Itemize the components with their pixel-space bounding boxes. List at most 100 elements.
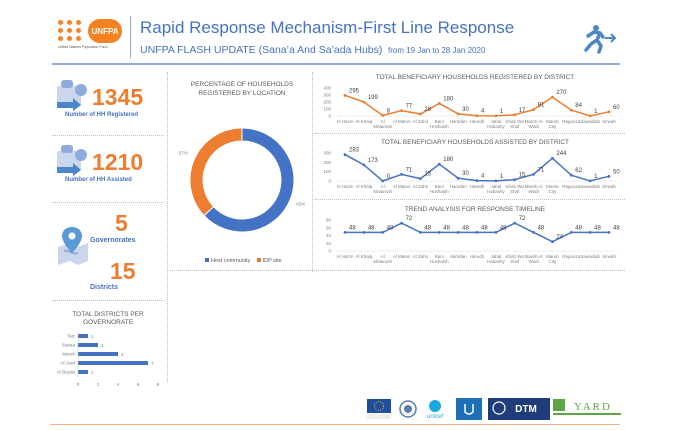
x-tick-label: Haredh bbox=[470, 119, 485, 124]
data-label: 71 bbox=[538, 167, 545, 173]
legend-item-idp: IDP site bbox=[256, 258, 282, 264]
x-tick-label: Shaf bbox=[510, 259, 520, 264]
donut-chart-title: PERCENTAGE OF HOUSEHOLDS REGISTERED BY L… bbox=[190, 81, 294, 97]
hh-assisted-label: Number of HH Assisted bbox=[65, 177, 132, 183]
x-tick-label: Bani bbox=[435, 119, 444, 124]
x-tick-label: Haredh bbox=[470, 184, 485, 189]
data-label: 48 bbox=[387, 225, 394, 231]
page-subtitle: UNFPA FLASH UPDATE (Sana’a And Sa’ada Hu… bbox=[140, 44, 383, 56]
assisted-chart-title: TOTAL BENEFICIARY HOUSEHOLDS ASSISTED BY… bbox=[380, 139, 570, 146]
y-tick-label: 100 bbox=[323, 107, 331, 112]
data-point bbox=[381, 179, 385, 183]
x-tick-label: 6 bbox=[137, 382, 140, 387]
data-point bbox=[400, 221, 403, 225]
data-point bbox=[381, 231, 385, 234]
x-tick-label: Al Hazm bbox=[336, 119, 353, 124]
header-divider bbox=[130, 16, 131, 58]
data-label: 173 bbox=[368, 158, 379, 164]
x-tick-label: Bani bbox=[435, 184, 444, 189]
divider bbox=[52, 135, 164, 136]
districts-per-governorate-title: TOTAL DISTRICTS PER GOVERNORATE bbox=[72, 311, 144, 326]
svg-text:unicef: unicef bbox=[427, 414, 443, 420]
data-label: 48 bbox=[424, 225, 431, 231]
x-tick-label: Sirwah bbox=[602, 254, 616, 259]
unicef-logo: unicef bbox=[427, 400, 443, 420]
data-label: 30 bbox=[462, 107, 469, 113]
x-tick-label: Al Zahir bbox=[413, 254, 429, 259]
header-rule bbox=[52, 63, 620, 65]
data-label: 77 bbox=[406, 104, 413, 110]
bar bbox=[78, 334, 88, 338]
bar-category-label: Al Beyda bbox=[57, 370, 76, 375]
data-point bbox=[343, 153, 347, 156]
data-label: 180 bbox=[443, 157, 454, 163]
data-point bbox=[588, 179, 592, 183]
x-tick-label: Khab Wa bbox=[506, 184, 525, 189]
data-label: 1 bbox=[500, 174, 504, 180]
x-tick-label: Al Maton bbox=[393, 254, 411, 259]
data-label: 48 bbox=[538, 225, 545, 231]
x-tick-label: Wadi bbox=[529, 189, 539, 194]
x-tick-label: Habashy bbox=[487, 124, 506, 129]
y-tick-label: 200 bbox=[323, 160, 331, 165]
x-tick-label: Sirwah bbox=[602, 184, 616, 189]
data-label: 4 bbox=[481, 109, 485, 115]
data-label: 48 bbox=[594, 225, 601, 231]
bar-value-label: 7 bbox=[151, 361, 154, 366]
data-point bbox=[381, 114, 385, 117]
data-label: 50 bbox=[613, 169, 620, 175]
data-point bbox=[588, 114, 592, 118]
data-point bbox=[494, 179, 498, 183]
data-label: 1 bbox=[500, 109, 504, 115]
svg-text:YARD: YARD bbox=[574, 401, 612, 413]
hh-registered-label: Number of HH Registered bbox=[65, 112, 139, 118]
x-tick-label: City bbox=[549, 189, 557, 194]
divider bbox=[170, 270, 625, 271]
bar-value-label: 2 bbox=[101, 343, 104, 348]
data-point bbox=[419, 112, 422, 116]
data-label: 30 bbox=[462, 171, 469, 177]
x-tick-label: Al Khalq bbox=[355, 184, 372, 189]
data-label: 48 bbox=[349, 225, 356, 231]
divider bbox=[52, 202, 164, 203]
data-label: 48 bbox=[575, 225, 582, 231]
data-point bbox=[569, 108, 573, 112]
data-label: 199 bbox=[368, 95, 379, 101]
divider bbox=[315, 133, 625, 134]
data-point bbox=[475, 179, 479, 183]
data-label: 72 bbox=[406, 216, 413, 222]
data-point bbox=[532, 108, 535, 112]
bar-category-label: Sanaa bbox=[62, 343, 76, 348]
x-tick-label: City bbox=[549, 259, 557, 264]
data-point bbox=[456, 231, 460, 234]
x-tick-label: 2 bbox=[97, 382, 100, 387]
x-tick-label: Khab Wa bbox=[506, 119, 525, 124]
x-tick-label: Shaf bbox=[510, 189, 520, 194]
bar-value-label: 4 bbox=[121, 352, 124, 357]
data-label: 24 bbox=[556, 235, 563, 241]
data-point bbox=[400, 109, 403, 113]
data-label: 295 bbox=[349, 88, 360, 94]
data-label: 25 bbox=[424, 172, 431, 178]
hh-registered-value: 1345 bbox=[92, 84, 144, 110]
donut-slice bbox=[189, 127, 243, 217]
x-tick-label: Jabal bbox=[490, 254, 501, 259]
y-tick-label: 0 bbox=[328, 179, 331, 184]
unfpa-logo-caption: United Nations Population Fund bbox=[58, 45, 108, 49]
bar bbox=[78, 352, 118, 356]
y-tick-label: 40 bbox=[326, 233, 332, 238]
data-point bbox=[569, 173, 573, 177]
data-point bbox=[513, 178, 517, 181]
data-point bbox=[419, 177, 422, 181]
data-point bbox=[362, 100, 366, 104]
data-label: 17 bbox=[519, 108, 526, 114]
x-tick-label: Sawadiah bbox=[580, 254, 600, 259]
bar bbox=[78, 370, 88, 374]
data-point bbox=[437, 231, 441, 234]
data-point bbox=[551, 156, 554, 160]
divider bbox=[52, 300, 164, 301]
data-label: 0 bbox=[387, 174, 391, 180]
household-assistance-icon bbox=[57, 145, 87, 176]
data-point bbox=[607, 231, 611, 234]
x-tick-label: Mareb bbox=[546, 184, 559, 189]
